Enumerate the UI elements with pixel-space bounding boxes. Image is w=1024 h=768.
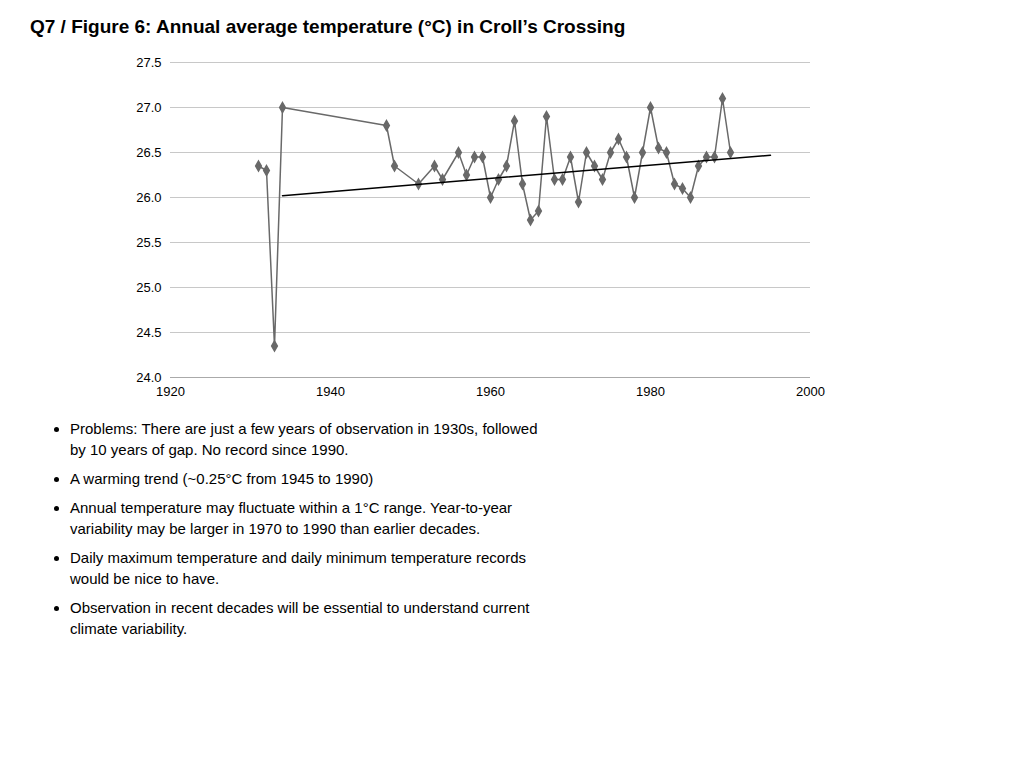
svg-text:25.5: 25.5 xyxy=(136,235,161,250)
html-text:Daily maximum temperature and: Daily maximum temperature and daily mini… xyxy=(70,549,526,587)
svg-text:27.0: 27.0 xyxy=(136,100,161,115)
html-text:Annual temperature may fluctua: Annual temperature may fluctuate within … xyxy=(70,499,513,537)
svg-text:26.5: 26.5 xyxy=(136,145,161,160)
svg-text:2000: 2000 xyxy=(796,384,825,399)
svg-text:24.0: 24.0 xyxy=(136,370,161,385)
svg-text:1980: 1980 xyxy=(636,384,665,399)
svg-text:27.5: 27.5 xyxy=(136,55,161,70)
svg-text:26.0: 26.0 xyxy=(136,190,161,205)
html-text:Q7 / Figure 6: Annual average: Q7 / Figure 6: Annual average temperatur… xyxy=(30,16,626,37)
svg-text:1940: 1940 xyxy=(316,384,345,399)
html-text:Observation in recent decades: Observation in recent decades will be es… xyxy=(70,599,530,637)
svg-text:1960: 1960 xyxy=(476,384,505,399)
svg-text:24.5: 24.5 xyxy=(136,325,161,340)
html-text:A warming trend (~0.25°C from: A warming trend (~0.25°C from 1945 to 19… xyxy=(70,470,374,487)
svg-text:1920: 1920 xyxy=(156,384,185,399)
html-text:Problems: There are just a few: Problems: There are just a few years of … xyxy=(70,420,538,458)
svg-text:25.0: 25.0 xyxy=(136,280,161,295)
